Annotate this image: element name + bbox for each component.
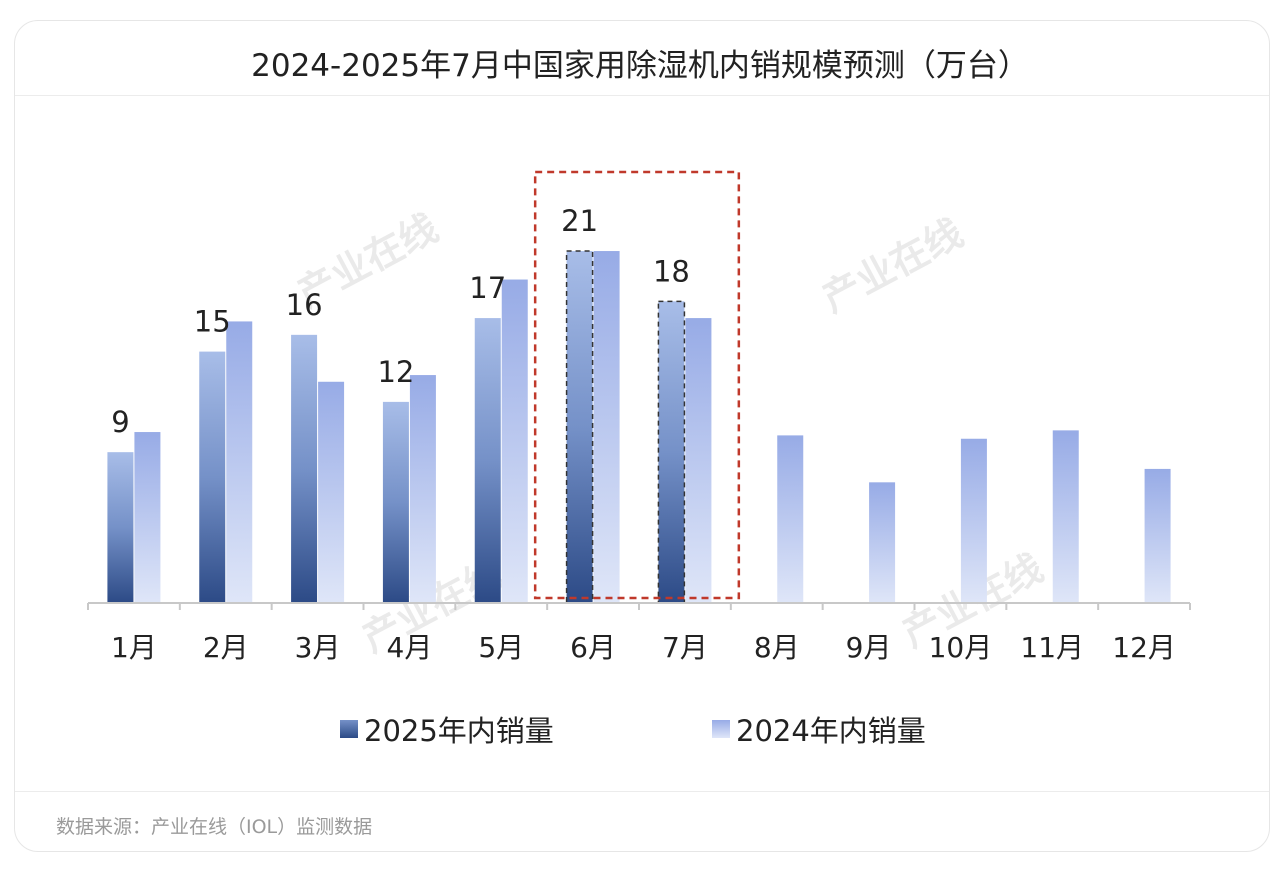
bar-2024 — [409, 375, 436, 603]
data-label: 16 — [286, 288, 323, 322]
chart-title: 2024-2025年7月中国家用除湿机内销规模预测（万台） — [251, 48, 1029, 84]
bar-2025 — [566, 251, 593, 604]
bar-2024 — [960, 438, 987, 603]
x-tick-label: 1月 — [111, 631, 157, 664]
x-tick-label: 2月 — [203, 631, 249, 664]
bar-2025 — [291, 334, 318, 603]
data-source: 数据来源：产业在线（IOL）监测数据 — [56, 816, 373, 838]
x-tick-label: 8月 — [754, 631, 800, 664]
bar-2025 — [107, 452, 134, 603]
x-tick-label: 3月 — [295, 631, 341, 664]
bar-2024 — [1052, 430, 1079, 603]
bar-2024 — [501, 279, 528, 603]
bar-2025 — [658, 301, 685, 603]
data-label: 17 — [469, 271, 506, 305]
data-label: 18 — [653, 254, 690, 288]
bar-2024 — [134, 432, 161, 603]
x-tick-label: 4月 — [387, 631, 433, 664]
legend-swatch-2025 — [340, 720, 358, 738]
x-tick-label: 6月 — [570, 631, 616, 664]
bar-2024 — [685, 318, 712, 603]
legend-label: 2024年内销量 — [736, 714, 926, 748]
x-tick-label: 7月 — [662, 631, 708, 664]
legend-item-2024: 2024年内销量 — [712, 708, 926, 750]
data-label: 15 — [194, 305, 231, 339]
highlight-box — [533, 170, 741, 600]
title-divider — [15, 95, 1269, 96]
bar-2025 — [382, 401, 409, 603]
forecast-outline — [657, 300, 686, 604]
bar-chart: 9 1月 15 2月 16 3月 12 4月 17 5月 21 6月 18 7月 8月 9月 10月 11月 12月 — [87, 170, 1191, 664]
x-tick-label: 10月 — [929, 631, 993, 664]
bar-2025 — [474, 318, 501, 603]
bar-2024 — [869, 482, 896, 603]
data-label: 21 — [561, 204, 598, 238]
bar-2024 — [318, 381, 345, 603]
x-tick-label: 11月 — [1020, 631, 1084, 664]
data-label: 9 — [111, 405, 129, 439]
bar-2025 — [199, 351, 226, 603]
legend-item-2025: 2025年内销量 — [340, 708, 554, 750]
chart-legend: 2025年内销量 2024年内销量 — [0, 708, 1280, 748]
data-label: 12 — [377, 355, 414, 389]
legend-swatch-2024 — [712, 720, 730, 738]
x-tick-label: 9月 — [846, 631, 892, 664]
footer-divider — [15, 791, 1269, 792]
x-tick-label: 5月 — [478, 631, 524, 664]
bar-2024 — [1144, 468, 1171, 603]
bar-2024 — [226, 321, 253, 603]
legend-label: 2025年内销量 — [364, 714, 554, 748]
x-tick-label: 12月 — [1112, 631, 1176, 664]
bar-2024 — [777, 435, 804, 603]
bar-2024 — [593, 251, 620, 604]
